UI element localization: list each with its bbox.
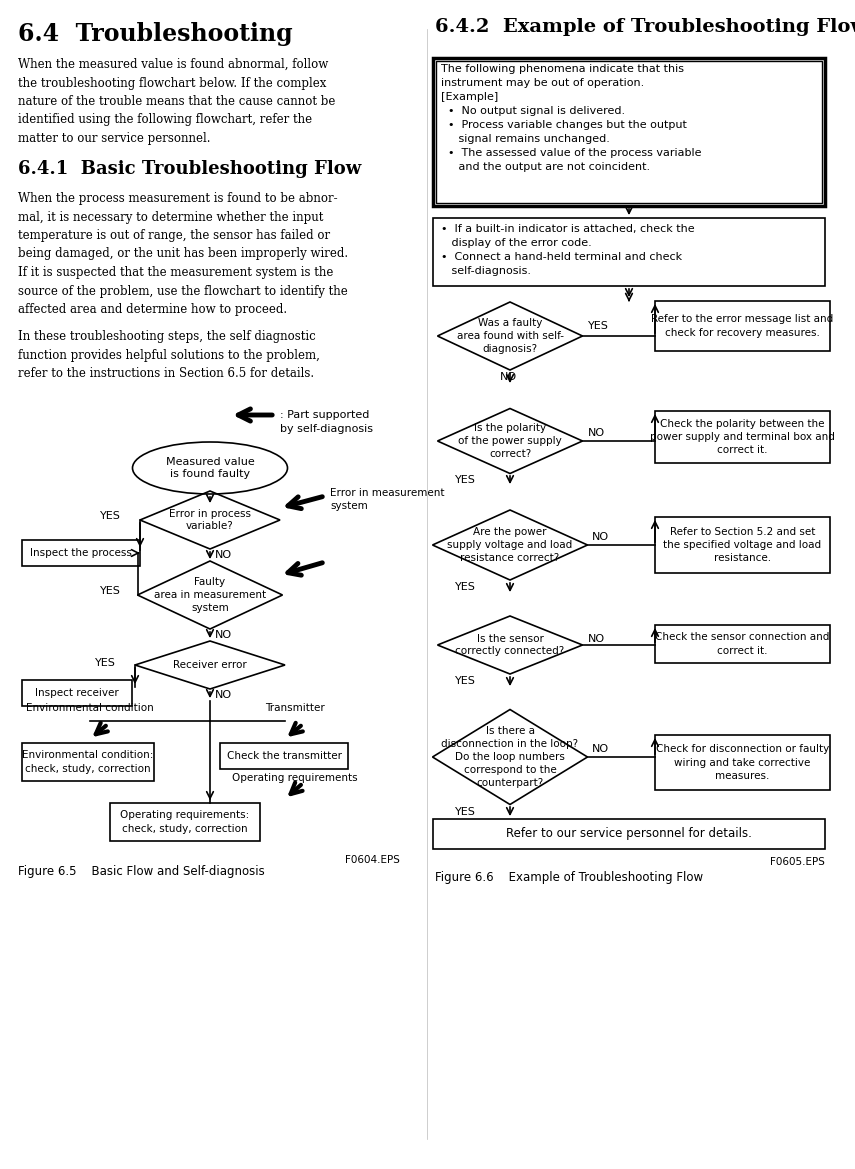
Text: YES: YES [100,511,121,521]
Text: The following phenomena indicate that this
instrument may be out of operation.
[: The following phenomena indicate that th… [441,64,701,172]
Text: •  If a built-in indicator is attached, check the
   display of the error code.
: • If a built-in indicator is attached, c… [441,224,694,276]
Text: NO: NO [215,690,232,700]
Text: Inspect receiver: Inspect receiver [35,689,119,698]
Text: NO: NO [592,532,609,542]
Text: Are the power
supply voltage and load
resistance correct?: Are the power supply voltage and load re… [447,527,573,562]
Text: In these troubleshooting steps, the self diagnostic
function provides helpful so: In these troubleshooting steps, the self… [18,330,320,380]
Text: Is the polarity
of the power supply
correct?: Is the polarity of the power supply corr… [458,423,562,458]
Text: F0604.EPS: F0604.EPS [345,855,400,865]
Text: Receiver error: Receiver error [173,660,247,670]
Text: When the process measurement is found to be abnor-
mal, it is necessary to deter: When the process measurement is found to… [18,192,348,316]
Text: YES: YES [588,321,609,331]
Text: Operating requirements: Operating requirements [233,773,357,783]
Text: YES: YES [100,586,121,596]
Text: 6.4.1  Basic Troubleshooting Flow: 6.4.1 Basic Troubleshooting Flow [18,160,362,178]
Text: YES: YES [455,676,476,686]
Text: Environmental condition:
check, study, correction: Environmental condition: check, study, c… [22,750,154,774]
Text: Environmental condition: Environmental condition [27,703,154,713]
Text: Figure 6.6    Example of Troubleshooting Flow: Figure 6.6 Example of Troubleshooting Fl… [435,871,703,884]
Text: Error in process
variable?: Error in process variable? [169,509,251,532]
Text: Is the sensor
correctly connected?: Is the sensor correctly connected? [456,634,564,657]
Text: NO: NO [500,372,517,382]
Text: Check for disconnection or faulty
wiring and take corrective
measures.: Check for disconnection or faulty wiring… [656,745,829,781]
Text: YES: YES [455,807,476,817]
Text: Refer to Section 5.2 and set
the specified voltage and load
resistance.: Refer to Section 5.2 and set the specifi… [663,527,822,563]
Text: Error in measurement
system: Error in measurement system [330,487,445,511]
Text: YES: YES [455,475,476,485]
Text: Operating requirements:
check, study, correction: Operating requirements: check, study, co… [121,810,250,833]
Text: Figure 6.5    Basic Flow and Self-diagnosis: Figure 6.5 Basic Flow and Self-diagnosis [18,865,265,878]
Text: 6.4.2  Example of Troubleshooting Flow: 6.4.2 Example of Troubleshooting Flow [435,18,855,36]
Text: NO: NO [588,428,605,438]
Text: YES: YES [95,658,116,667]
Text: YES: YES [455,582,476,592]
Text: Measured value
is found faulty: Measured value is found faulty [166,457,255,479]
Text: NO: NO [592,743,609,754]
Text: Was a faulty
area found with self-
diagnosis?: Was a faulty area found with self- diagn… [457,318,563,354]
Text: Check the sensor connection and
correct it.: Check the sensor connection and correct … [655,632,829,656]
Text: Transmitter: Transmitter [265,703,325,713]
Text: : Part supported
by self-diagnosis: : Part supported by self-diagnosis [280,410,373,434]
Text: Inspect the process: Inspect the process [30,548,132,558]
Text: Check the polarity between the
power supply and terminal box and
correct it.: Check the polarity between the power sup… [650,419,835,455]
Text: NO: NO [215,549,232,560]
Text: Faulty
area in measurement
system: Faulty area in measurement system [154,577,266,613]
Text: Check the transmitter: Check the transmitter [227,750,341,761]
Text: Is there a
disconnection in the loop?
Do the loop numbers
correspond to the
coun: Is there a disconnection in the loop? Do… [441,726,579,788]
Text: 6.4  Troubleshooting: 6.4 Troubleshooting [18,22,292,46]
Text: NO: NO [215,630,232,639]
Text: NO: NO [588,634,605,644]
Text: When the measured value is found abnormal, follow
the troubleshooting flowchart : When the measured value is found abnorma… [18,58,335,145]
Text: F0605.EPS: F0605.EPS [770,857,825,867]
Text: Refer to our service personnel for details.: Refer to our service personnel for detai… [506,828,752,841]
Text: Refer to the error message list and
check for recovery measures.: Refer to the error message list and chec… [652,314,834,338]
